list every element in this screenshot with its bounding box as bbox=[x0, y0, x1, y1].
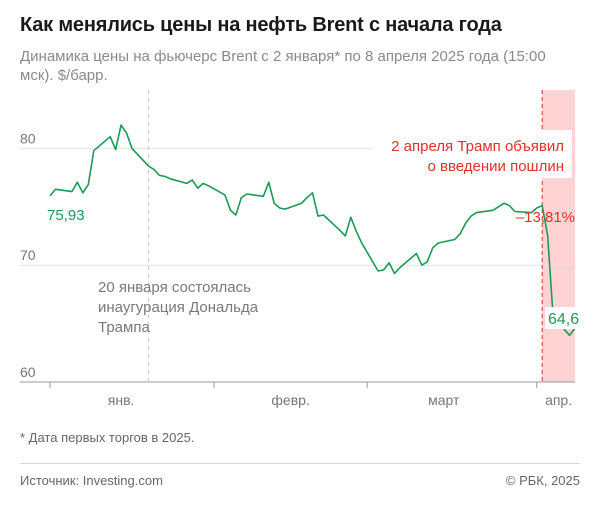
tariff-annotation-bg bbox=[372, 130, 572, 178]
chart-subtitle: Динамика цены на фьючерс Brent с 2 январ… bbox=[20, 48, 546, 84]
y-tick-label: 80 bbox=[20, 130, 36, 146]
inauguration-annotation: 20 января состоялась инаугурация Дональда… bbox=[98, 279, 259, 336]
footnote: * Дата первых торгов в 2025. bbox=[20, 430, 195, 445]
x-tick-label: февр. bbox=[271, 392, 309, 408]
change-percent-label: –13,81% bbox=[516, 209, 575, 226]
x-tick-label: янв. bbox=[108, 392, 135, 408]
start-value-label: 75,93 bbox=[47, 207, 85, 224]
y-tick-label: 60 bbox=[20, 364, 36, 380]
x-tick-label: март bbox=[428, 392, 460, 408]
brent-price-line bbox=[49, 124, 576, 337]
source-text: Источник: Investing.com bbox=[20, 473, 163, 488]
tariff-annotation: 2 апреля Трамп объявил о введении пошлин bbox=[391, 138, 564, 175]
end-value-label-bg bbox=[545, 307, 579, 329]
x-tick-label: апр. bbox=[545, 392, 572, 408]
copyright-text: © РБК, 2025 bbox=[505, 473, 580, 488]
line-chart: 60 70 80 янв. февр. март апр. 75,93 64,6 –13,81% 2… bbox=[20, 90, 579, 408]
y-tick-label: 70 bbox=[20, 247, 36, 263]
chart-title: Как менялись цены на нефть Brent с начал… bbox=[20, 14, 502, 36]
end-value-label: 64,6 bbox=[548, 311, 579, 328]
divider bbox=[20, 463, 580, 464]
